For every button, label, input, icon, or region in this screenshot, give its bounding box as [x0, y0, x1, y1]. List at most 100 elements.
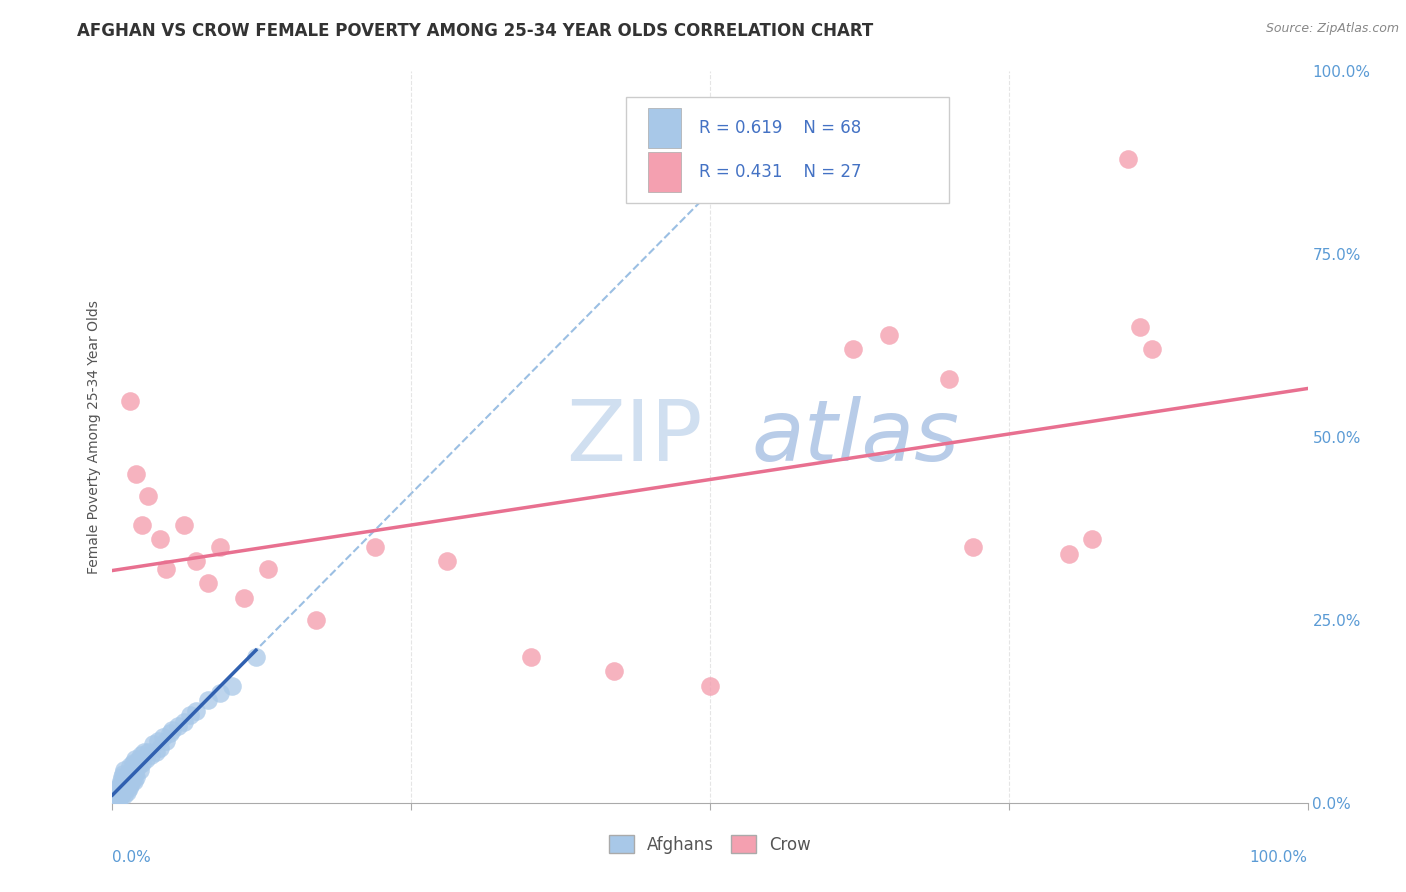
Point	[1129, 320, 1152, 334]
Point	[603, 664, 626, 678]
Point	[107, 792, 129, 806]
Text: atlas: atlas	[752, 395, 960, 479]
Point	[186, 554, 208, 568]
Point	[209, 540, 232, 554]
Point	[114, 781, 136, 796]
Point	[173, 715, 195, 730]
Point	[146, 733, 169, 747]
Point	[111, 781, 134, 796]
Point	[221, 679, 243, 693]
FancyBboxPatch shape	[627, 97, 949, 203]
Text: AFGHAN VS CROW FEMALE POVERTY AMONG 25-34 YEAR OLDS CORRELATION CHART: AFGHAN VS CROW FEMALE POVERTY AMONG 25-3…	[77, 22, 873, 40]
Point	[121, 763, 143, 777]
Point	[112, 766, 135, 780]
Point	[131, 756, 153, 770]
Point	[132, 745, 155, 759]
Text: ZIP: ZIP	[567, 395, 703, 479]
Point	[125, 756, 148, 770]
Point	[124, 766, 146, 780]
Point	[149, 740, 172, 755]
Point	[105, 789, 128, 804]
Point	[114, 789, 135, 803]
Point	[520, 649, 543, 664]
Point	[129, 763, 152, 777]
Point	[105, 785, 128, 799]
Point	[122, 773, 145, 788]
Point	[142, 737, 165, 751]
Text: 0.0%: 0.0%	[112, 850, 152, 865]
Point	[167, 719, 190, 733]
Point	[110, 789, 132, 803]
Legend: Afghans, Crow: Afghans, Crow	[602, 829, 818, 860]
Point	[364, 540, 387, 554]
Point	[108, 789, 131, 804]
Point	[129, 748, 152, 763]
Point	[879, 327, 901, 342]
Point	[120, 759, 142, 773]
Point	[107, 781, 129, 796]
Point	[197, 693, 219, 707]
Point	[152, 730, 174, 744]
Point	[114, 763, 135, 777]
Bar	[648, 152, 682, 192]
Point	[139, 748, 162, 763]
Point	[128, 752, 150, 766]
Point	[114, 770, 136, 784]
Point	[138, 489, 160, 503]
Point	[115, 785, 138, 799]
Point	[108, 778, 131, 792]
Point	[1081, 533, 1104, 547]
Point	[1142, 343, 1164, 357]
Y-axis label: Female Poverty Among 25-34 Year Olds: Female Poverty Among 25-34 Year Olds	[87, 300, 101, 574]
Point	[155, 733, 177, 747]
Point	[179, 708, 201, 723]
Point	[233, 591, 256, 605]
Point	[118, 781, 141, 796]
Point	[108, 785, 131, 799]
Point	[104, 792, 127, 806]
Point	[111, 770, 134, 784]
Point	[131, 517, 153, 532]
Point	[117, 766, 139, 780]
Point	[145, 745, 167, 759]
Point	[112, 785, 135, 799]
Point	[699, 679, 721, 693]
Point	[110, 782, 132, 797]
Point	[114, 778, 135, 792]
Point	[105, 789, 128, 803]
Point	[111, 787, 134, 801]
Point	[127, 759, 149, 773]
Point	[149, 533, 172, 547]
Point	[155, 562, 177, 576]
Point	[107, 787, 129, 801]
Point	[173, 517, 195, 532]
Text: R = 0.619    N = 68: R = 0.619 N = 68	[699, 119, 862, 137]
Point	[117, 778, 139, 792]
Point	[120, 778, 142, 792]
Point	[112, 778, 135, 792]
Point	[186, 705, 208, 719]
Point	[125, 467, 148, 481]
Point	[245, 649, 267, 664]
Point	[121, 770, 143, 784]
Point	[436, 554, 458, 568]
Point	[842, 343, 865, 357]
Bar	[648, 108, 682, 148]
Point	[118, 770, 141, 784]
Point	[125, 770, 148, 784]
Point	[162, 723, 183, 737]
Point	[138, 745, 160, 759]
Point	[257, 562, 280, 576]
Point	[135, 752, 157, 766]
Point	[121, 756, 143, 770]
Point	[159, 726, 181, 740]
Point	[1118, 152, 1140, 166]
Point	[115, 773, 138, 788]
Point	[124, 752, 146, 766]
Point	[962, 540, 984, 554]
Point	[110, 773, 132, 788]
Text: Source: ZipAtlas.com: Source: ZipAtlas.com	[1265, 22, 1399, 36]
Point	[197, 576, 219, 591]
Point	[1057, 547, 1080, 561]
Point	[305, 613, 328, 627]
